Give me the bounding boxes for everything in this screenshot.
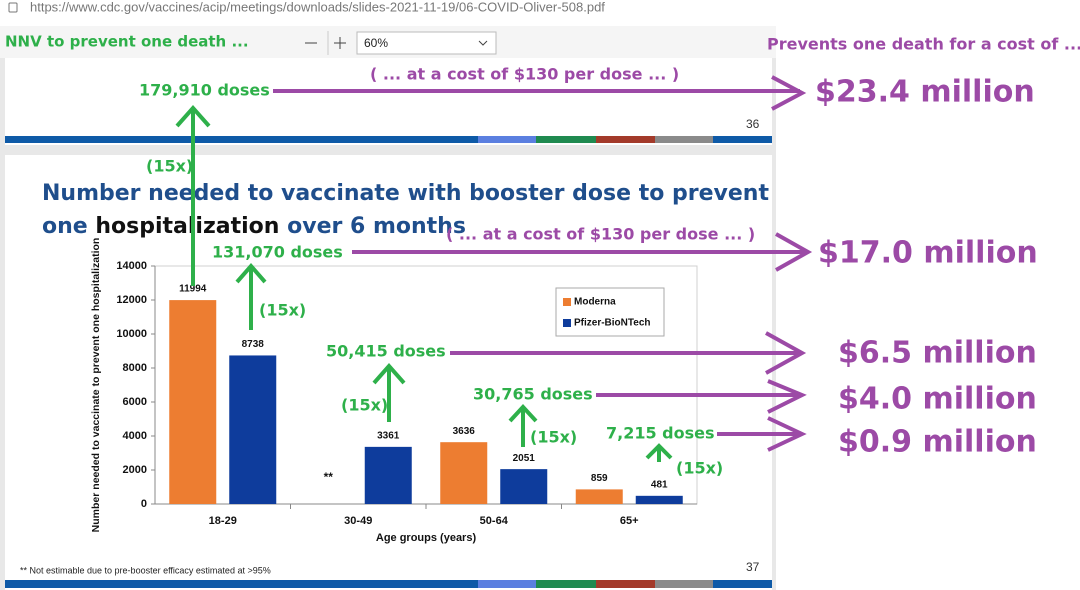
- value-label: 8738: [242, 339, 265, 350]
- green-arrow: [508, 404, 538, 447]
- slide-footer-bar: [5, 580, 772, 588]
- bar: [440, 442, 488, 504]
- doses: 131,070 doses: [212, 243, 343, 262]
- y-tick-label: 4000: [123, 430, 147, 442]
- value-label: 3636: [453, 426, 476, 437]
- cost: $23.4 million: [815, 75, 1035, 110]
- purple-arrow: [273, 75, 807, 111]
- purple-arrow: [717, 416, 807, 452]
- y-tick-label: 12000: [116, 294, 147, 306]
- slide-footer-bar: [5, 136, 772, 143]
- y-tick-label: 8000: [123, 362, 147, 374]
- green-arrow: [175, 104, 211, 286]
- cost: $0.9 million: [838, 425, 1037, 460]
- page-number: 37: [746, 560, 760, 574]
- x-tick-label: 18-29: [209, 515, 237, 527]
- bar: [364, 446, 412, 504]
- slide-footer-bar: [536, 580, 596, 588]
- slide-footer-bar: [596, 580, 655, 588]
- bar-chart: 0 2000 4000 6000 8000 10000 12000 14000 18-29 119…: [90, 238, 698, 544]
- zoom-value[interactable]: 60%: [364, 36, 388, 50]
- slide-title: one hospitalization over 6 months: [42, 214, 466, 239]
- y-tick-label: 0: [141, 498, 147, 510]
- zoom-select[interactable]: [356, 31, 497, 55]
- slide-footer-bar: [536, 136, 596, 143]
- page-number: 36: [746, 117, 760, 131]
- footnote: ** Not estimable due to pre-booster effi…: [20, 565, 271, 575]
- bar: [575, 489, 623, 504]
- purple-arrow: [352, 232, 813, 272]
- y-tick-label: 10000: [116, 328, 147, 340]
- legend-swatch: [563, 319, 571, 327]
- green-arrow: [645, 443, 673, 462]
- legend-label: Pfizer-BioNTech: [574, 318, 651, 329]
- multiplier: (15x): [259, 301, 306, 320]
- slide-footer-bar: [655, 580, 713, 588]
- cost: $6.5 million: [838, 336, 1037, 371]
- cost: $17.0 million: [818, 236, 1038, 271]
- cost-note: ( ... at a cost of $130 per dose ... ): [370, 65, 679, 84]
- slide-footer-bar: [478, 136, 536, 143]
- bar: [229, 355, 277, 504]
- value-label: 481: [651, 479, 668, 490]
- doses: 30,765 doses: [473, 385, 593, 404]
- bar: [169, 300, 217, 504]
- lock-icon: [8, 2, 18, 13]
- value-label: 3361: [377, 431, 400, 442]
- multiplier: (15x): [146, 157, 193, 176]
- y-axis-label: Number needed to vaccinate to prevent on…: [90, 238, 102, 533]
- purple-arrow: [596, 379, 807, 414]
- multiplier: (15x): [530, 428, 577, 447]
- y-tick-label: 2000: [123, 464, 147, 476]
- slide-footer-bar: [655, 136, 713, 143]
- cost: $4.0 million: [838, 382, 1037, 417]
- x-tick-label: 65+: [620, 515, 639, 527]
- toolbar-note: NNV to prevent one death ...: [5, 33, 249, 51]
- cost-note: ( ... at a cost of $130 per dose ... ): [446, 225, 755, 244]
- x-tick-label: 50-64: [480, 515, 509, 527]
- y-tick-label: 14000: [116, 260, 147, 272]
- value-label: 2051: [513, 453, 536, 464]
- slide-footer-bar: [596, 136, 655, 143]
- y-tick-label: 6000: [123, 396, 147, 408]
- missing-marker: **: [324, 470, 334, 484]
- doses: 179,910 doses: [139, 81, 270, 100]
- value-label: 859: [591, 473, 608, 484]
- legend-box: [555, 287, 665, 337]
- slide-title: Number needed to vaccinate with booster …: [42, 181, 769, 206]
- purple-arrow: [450, 331, 807, 375]
- value-label: 11994: [179, 284, 207, 295]
- cost-heading: Prevents one death for a cost of ...: [767, 35, 1080, 54]
- url[interactable]: https://www.cdc.gov/vaccines/acip/meetin…: [30, 0, 605, 14]
- doses: 50,415 doses: [326, 342, 446, 361]
- dropdown-arrow: [478, 40, 488, 46]
- multiplier: (15x): [676, 459, 723, 478]
- title-part: one: [42, 214, 95, 239]
- x-tick-label: 30-49: [344, 515, 372, 527]
- legend-label: Moderna: [574, 297, 616, 308]
- address-bar: [0, 0, 776, 20]
- green-arrow: [372, 362, 406, 422]
- slide-36: [5, 58, 772, 145]
- multiplier: (15x): [341, 396, 388, 415]
- green-arrow: [235, 262, 267, 330]
- doses: 7,215 doses: [606, 424, 715, 443]
- legend-swatch: [563, 298, 571, 306]
- x-axis-label: Age groups (years): [376, 532, 477, 544]
- bar: [500, 469, 548, 504]
- title-part: hospitalization: [95, 214, 279, 239]
- slide-footer-bar: [478, 580, 536, 588]
- title-part: over 6 months: [279, 214, 465, 239]
- bar: [635, 495, 683, 504]
